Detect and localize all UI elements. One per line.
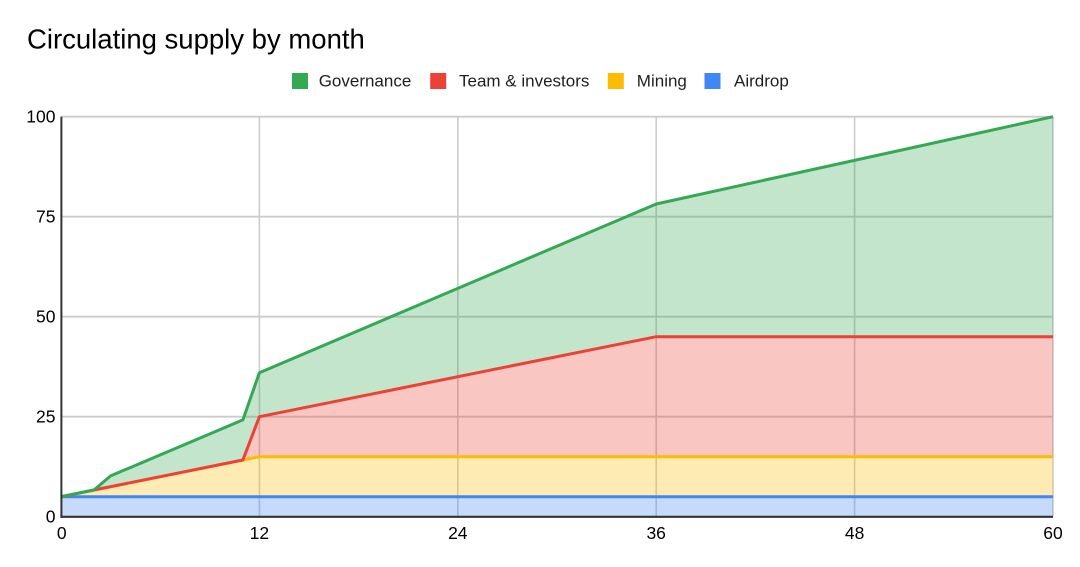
svg-text:0: 0 — [46, 507, 56, 527]
svg-text:25: 25 — [36, 407, 55, 427]
svg-text:0: 0 — [57, 523, 67, 543]
svg-text:100: 100 — [26, 107, 55, 127]
svg-text:75: 75 — [36, 207, 55, 227]
svg-text:50: 50 — [36, 307, 56, 327]
svg-text:24: 24 — [448, 523, 468, 543]
svg-text:Airdrop: Airdrop — [734, 71, 789, 90]
svg-text:36: 36 — [646, 523, 665, 543]
svg-text:Governance: Governance — [319, 71, 412, 90]
svg-text:Team & investors: Team & investors — [459, 71, 589, 90]
svg-text:48: 48 — [845, 523, 864, 543]
svg-text:Mining: Mining — [637, 71, 687, 90]
svg-text:60: 60 — [1043, 523, 1063, 543]
svg-text:12: 12 — [250, 523, 269, 543]
svg-text:Circulating supply by month: Circulating supply by month — [27, 24, 365, 55]
